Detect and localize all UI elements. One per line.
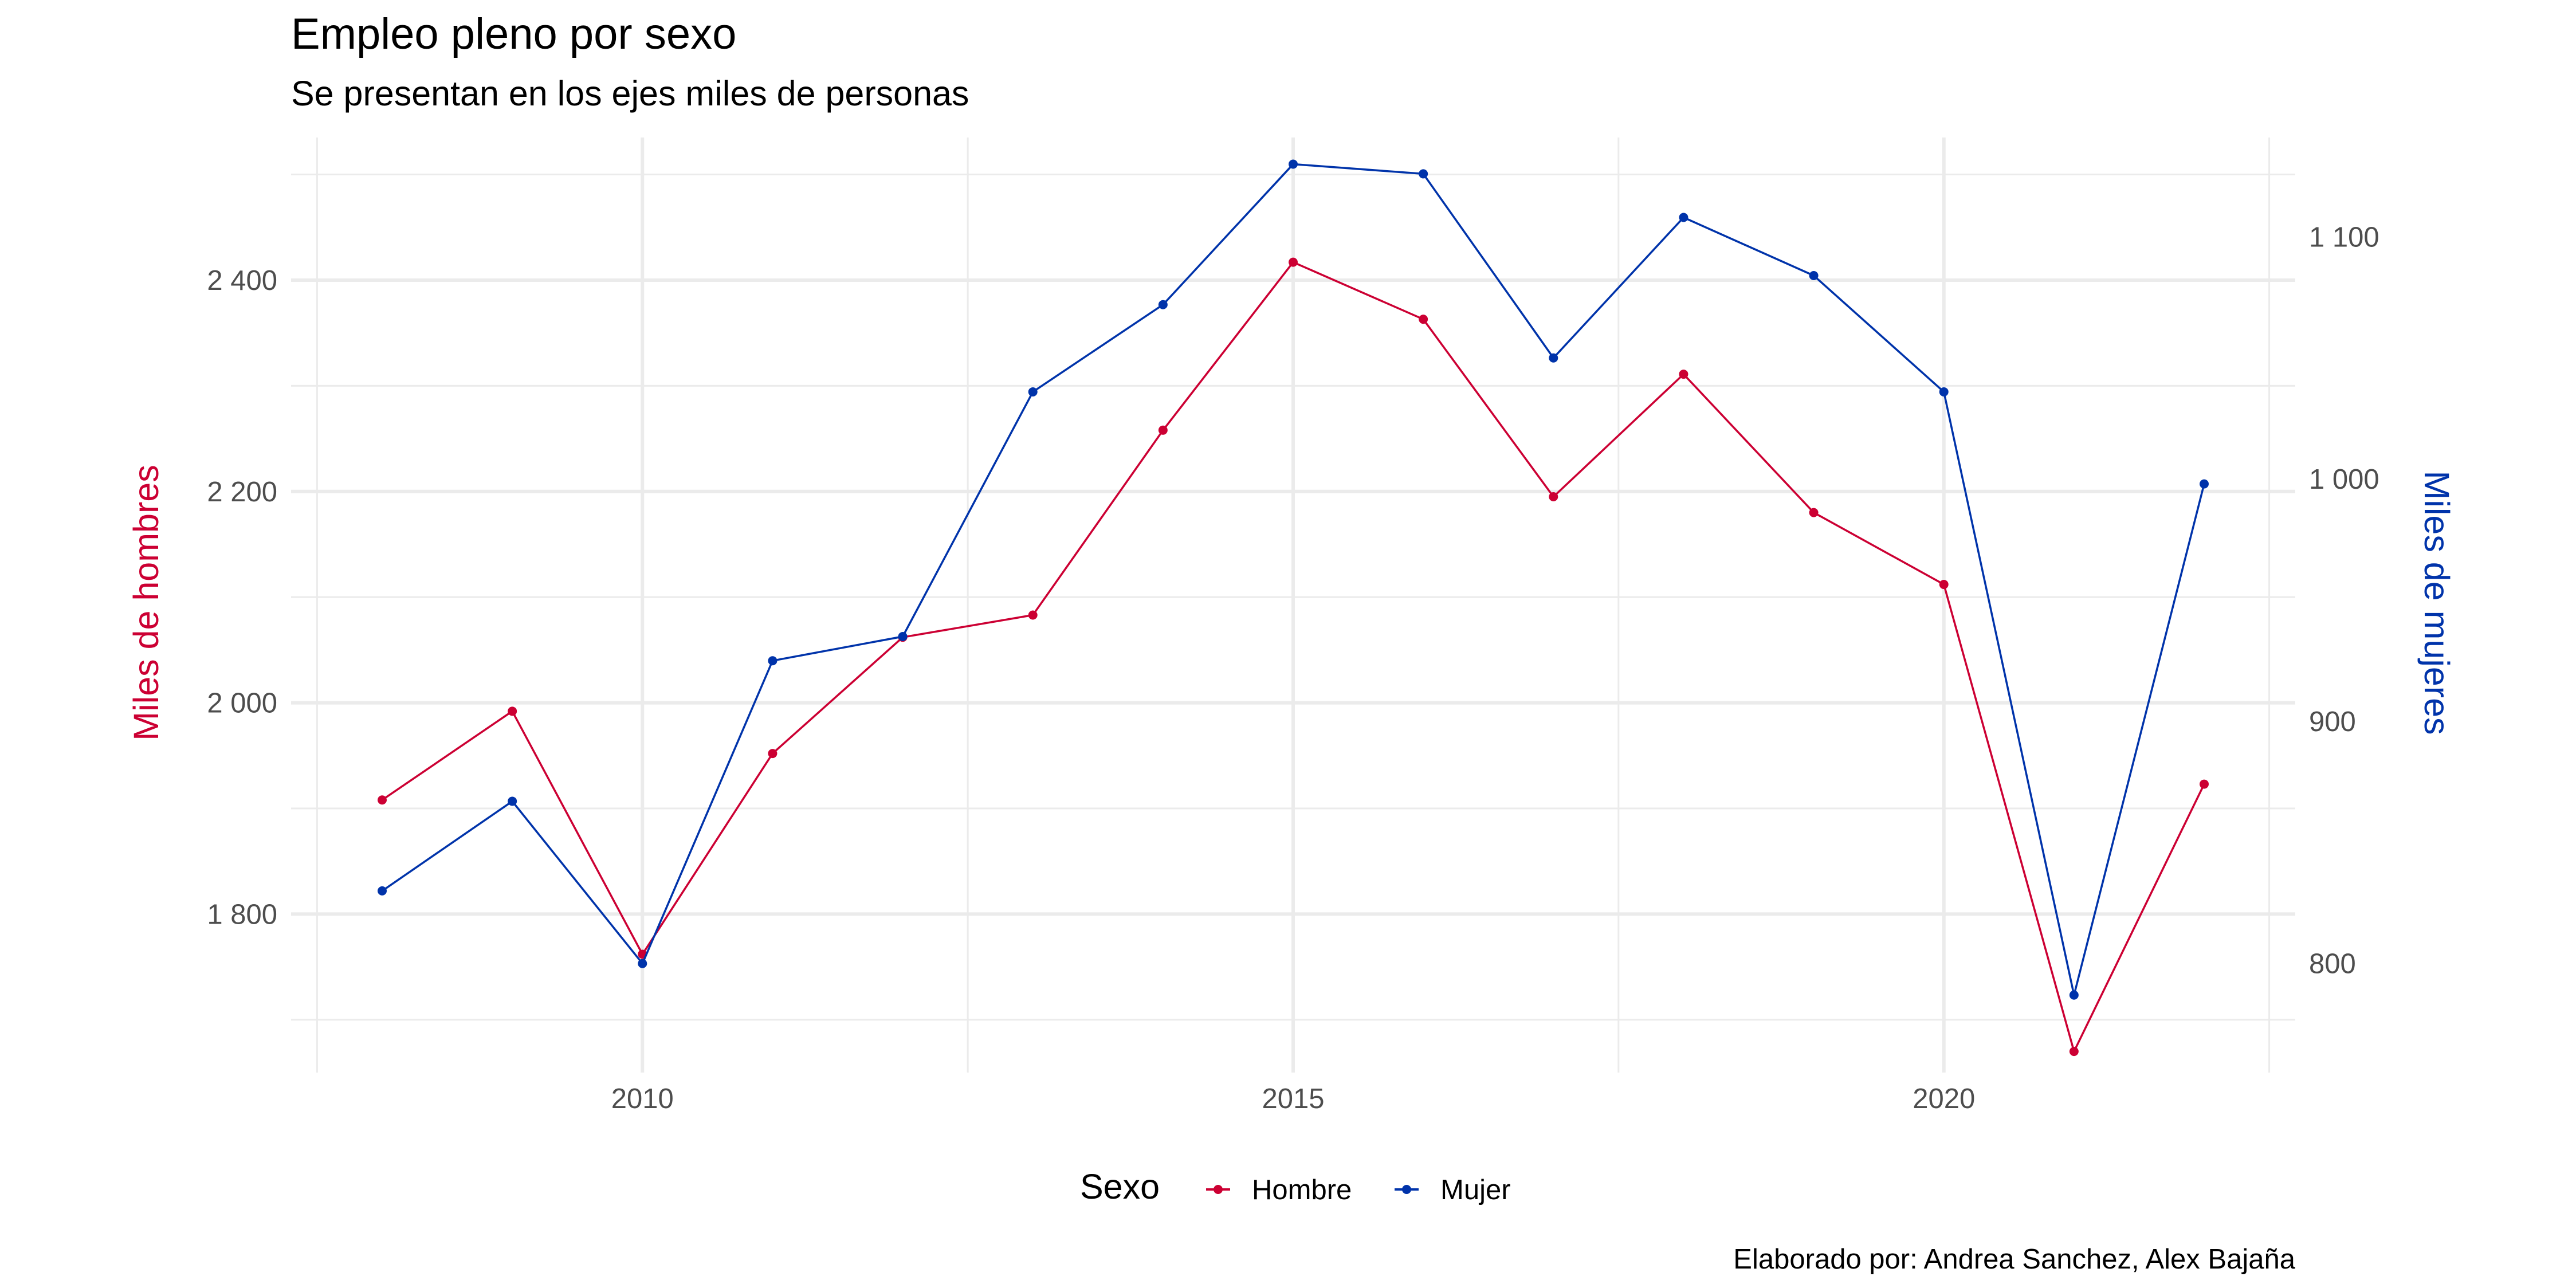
y-right-tick-label: 1 100	[2309, 222, 2379, 253]
y-left-tick-label: 2 400	[207, 265, 277, 296]
data-point-mujer	[1809, 270, 1819, 280]
data-point-mujer	[2200, 479, 2209, 489]
data-point-hombre	[1419, 315, 1428, 324]
data-point-mujer	[1549, 353, 1558, 363]
data-point-hombre	[1289, 257, 1298, 267]
legend-key-point-mujer	[1402, 1185, 1411, 1194]
legend-label-hombre: Hombre	[1252, 1175, 1352, 1205]
y-left-tick-label: 2 200	[207, 477, 277, 508]
legend: Sexo Hombre Mujer	[1080, 1167, 1511, 1206]
data-point-mujer	[2069, 990, 2079, 1000]
y-right-tick-label: 1 000	[2309, 464, 2379, 495]
data-point-mujer	[1679, 213, 1688, 222]
data-point-hombre	[378, 795, 387, 805]
chart-title: Empleo pleno por sexo	[291, 10, 736, 58]
y-right-axis-ticks: 800 900 1 000 1 100	[2309, 222, 2379, 979]
data-point-hombre	[1158, 425, 1168, 435]
data-point-mujer	[1028, 387, 1038, 396]
chart-subtitle: Se presentan en los ejes miles de person…	[291, 74, 969, 113]
x-tick-label: 2015	[1262, 1083, 1324, 1114]
y-right-tick-label: 800	[2309, 949, 2356, 980]
data-point-mujer	[898, 631, 908, 641]
data-point-mujer	[508, 796, 517, 806]
y-left-tick-label: 2 000	[207, 688, 277, 719]
y-right-tick-label: 900	[2309, 706, 2356, 737]
data-point-hombre	[1939, 580, 1949, 590]
data-point-mujer	[1419, 169, 1428, 179]
x-tick-label: 2020	[1913, 1083, 1975, 1114]
y-left-axis-title: Miles de hombres	[127, 465, 166, 740]
chart-caption: Elaborado por: Andrea Sanchez, Alex Baja…	[1733, 1244, 2295, 1275]
x-axis-ticks: 2010 2015 2020	[611, 1083, 1975, 1114]
series-layer	[378, 159, 2209, 1057]
data-point-mujer	[768, 656, 777, 666]
data-point-hombre	[1809, 508, 1819, 517]
data-point-hombre	[1028, 610, 1038, 620]
data-point-hombre	[508, 706, 517, 716]
x-tick-label: 2010	[611, 1083, 674, 1114]
y-left-tick-label: 1 800	[207, 899, 277, 930]
data-point-mujer	[638, 959, 647, 968]
data-point-mujer	[378, 886, 387, 896]
data-point-mujer	[1939, 387, 1949, 396]
legend-title: Sexo	[1080, 1167, 1160, 1206]
legend-label-mujer: Mujer	[1440, 1175, 1511, 1205]
data-point-mujer	[1158, 300, 1168, 309]
y-right-axis-title: Miles de mujeres	[2417, 470, 2456, 735]
legend-key-point-hombre	[1214, 1185, 1223, 1194]
data-point-mujer	[1289, 159, 1298, 169]
y-left-axis-ticks: 1 800 2 000 2 200 2 400	[207, 265, 277, 930]
data-point-hombre	[1549, 492, 1558, 501]
data-point-hombre	[1679, 370, 1688, 379]
data-point-hombre	[768, 749, 777, 759]
data-point-hombre	[2069, 1047, 2079, 1057]
grid-lines	[291, 138, 2295, 1073]
data-point-hombre	[2200, 779, 2209, 789]
